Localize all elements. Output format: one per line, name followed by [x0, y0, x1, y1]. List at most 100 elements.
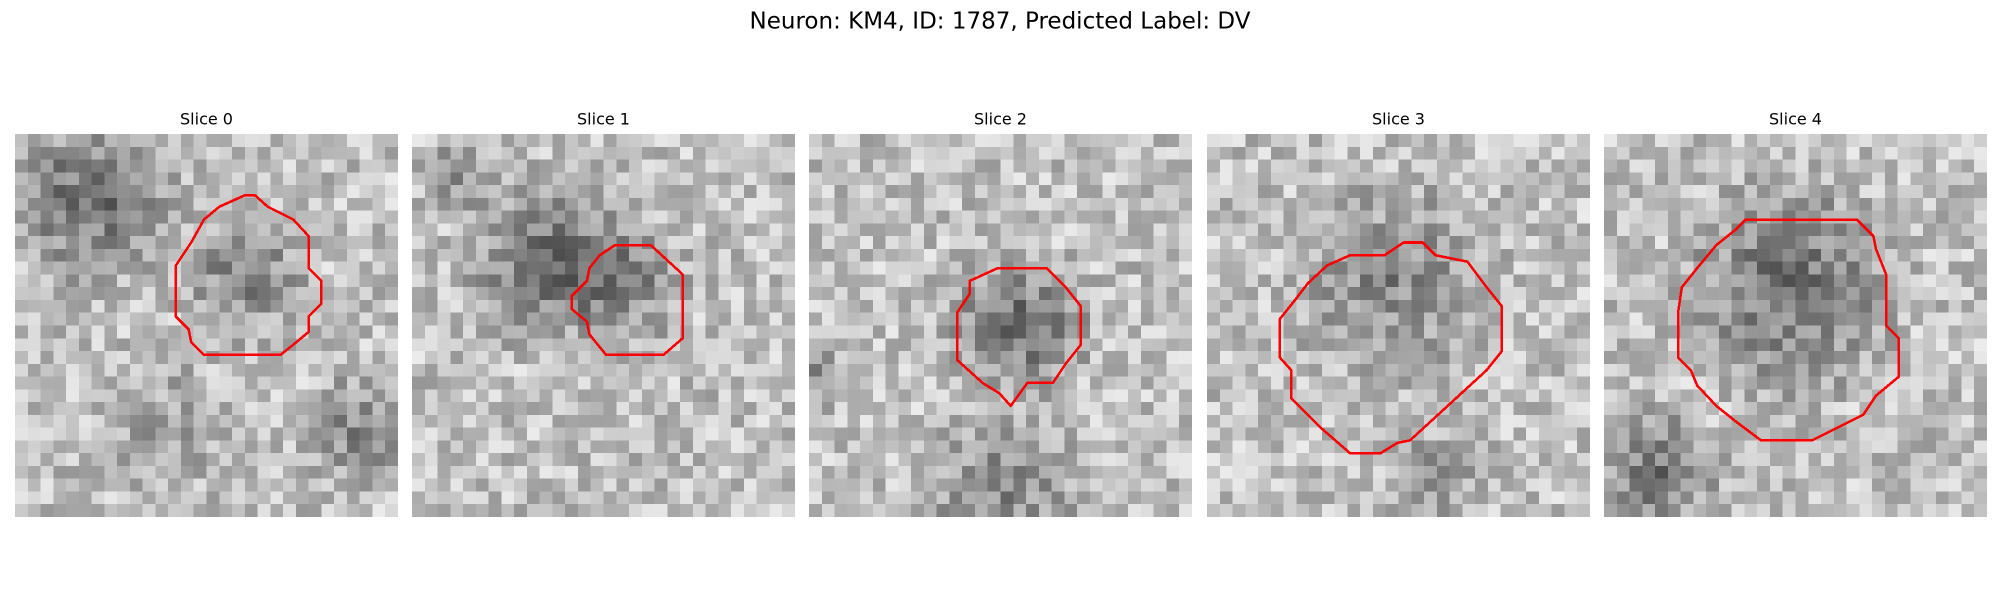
pixel	[40, 172, 54, 186]
pixel	[104, 312, 118, 326]
pixel	[1385, 210, 1399, 224]
pixel	[654, 172, 668, 186]
pixel	[1372, 491, 1386, 505]
pixel	[117, 440, 130, 454]
pixel	[1718, 504, 1732, 517]
pixel	[1655, 261, 1668, 275]
pixel	[1411, 389, 1425, 403]
pixel	[142, 465, 156, 479]
pixel	[206, 172, 220, 186]
pixel	[334, 440, 347, 454]
pixel	[1757, 134, 1770, 147]
pixel	[1948, 389, 1962, 403]
pixel	[1051, 223, 1065, 237]
pixel	[1372, 325, 1386, 339]
pixel	[1667, 287, 1681, 300]
pixel	[1616, 172, 1630, 186]
pixel	[860, 274, 873, 288]
pixel	[1655, 146, 1668, 160]
pixel	[1884, 159, 1898, 173]
pixel	[1526, 248, 1539, 262]
pixel	[1462, 504, 1476, 517]
pixel	[117, 504, 130, 517]
pixel	[1897, 453, 1911, 466]
pixel	[1487, 146, 1501, 160]
panel-image	[412, 134, 795, 517]
pixel	[667, 146, 681, 160]
pixel	[552, 236, 566, 249]
pixel	[321, 402, 335, 415]
pixel	[1089, 236, 1103, 249]
pixel	[1782, 453, 1796, 466]
pixel	[219, 146, 233, 160]
pixel	[847, 248, 861, 262]
pixel	[718, 338, 732, 352]
pixel	[91, 172, 105, 186]
pixel	[1385, 427, 1399, 441]
pixel	[1000, 363, 1014, 377]
pixel	[219, 338, 233, 352]
pixel	[1424, 134, 1437, 147]
pixel	[1128, 223, 1141, 237]
pixel	[692, 440, 706, 454]
pixel	[1064, 274, 1078, 288]
pixel	[667, 274, 681, 288]
pixel	[1769, 223, 1783, 237]
pixel	[1500, 465, 1514, 479]
pixel	[552, 325, 566, 339]
pixel	[1718, 172, 1732, 186]
pixel	[782, 287, 795, 300]
pixel	[1782, 325, 1796, 339]
pixel	[1604, 134, 1617, 147]
pixel	[1475, 389, 1488, 403]
pixel	[1897, 274, 1911, 288]
pixel	[257, 172, 271, 186]
pixel	[1667, 389, 1681, 403]
pixel	[1449, 172, 1463, 186]
pixel	[1140, 159, 1154, 173]
pixel	[1526, 465, 1539, 479]
pixel	[1731, 197, 1745, 211]
pixel	[1667, 478, 1681, 492]
pixel	[1604, 274, 1617, 288]
pixel	[283, 287, 296, 300]
pixel	[501, 287, 515, 300]
pixel	[129, 223, 143, 237]
pixel	[359, 261, 373, 275]
pixel	[1667, 261, 1681, 275]
pixel	[372, 261, 386, 275]
pixel	[1475, 325, 1488, 339]
pixel	[1334, 261, 1348, 275]
pixel	[692, 134, 706, 147]
pixel	[129, 338, 143, 352]
pixel	[743, 299, 757, 313]
pixel	[987, 440, 1001, 454]
pixel	[1334, 338, 1348, 352]
pixel	[1051, 351, 1065, 364]
pixel	[78, 325, 92, 339]
pixel	[1347, 134, 1361, 147]
pixel	[962, 261, 975, 275]
pixel	[911, 389, 924, 403]
pixel	[1245, 414, 1259, 428]
pixel	[1219, 223, 1233, 237]
pixel	[590, 453, 604, 466]
pixel	[1706, 504, 1719, 517]
pixel	[872, 236, 886, 249]
pixel	[1795, 223, 1809, 237]
panel-image	[1604, 134, 1987, 517]
pixel	[1296, 223, 1310, 237]
pixel	[1808, 414, 1822, 428]
pixel	[244, 134, 258, 147]
pixel	[1179, 197, 1192, 211]
pixel	[1153, 325, 1167, 339]
pixel	[1744, 236, 1758, 249]
pixel	[1064, 376, 1078, 390]
pixel	[1296, 210, 1310, 224]
pixel	[1629, 376, 1643, 390]
pixel	[603, 440, 617, 454]
pixel	[1436, 159, 1450, 173]
pixel	[1974, 146, 1987, 160]
pixel	[860, 248, 873, 262]
pixel	[1179, 453, 1192, 466]
